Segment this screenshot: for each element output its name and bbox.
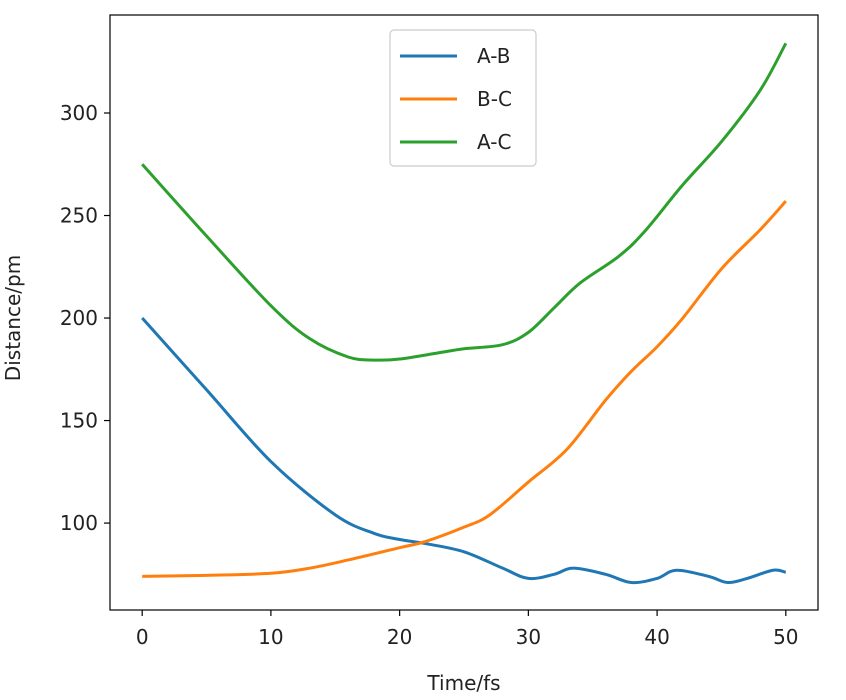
x-tick-label: 30 [516, 625, 541, 649]
x-tick-label: 10 [258, 625, 283, 649]
y-tick-label: 200 [60, 306, 98, 330]
legend-box [389, 29, 537, 167]
axes-frame [109, 14, 819, 611]
y-tick-label: 300 [60, 101, 98, 125]
legend: A-B B-C A-C [389, 29, 537, 167]
series-line-a-b [141, 317, 787, 585]
series-line-b-c [142, 200, 787, 578]
y-tick-label: 150 [60, 409, 98, 433]
y-tick-label: 250 [60, 204, 98, 228]
legend-label: A-C [477, 130, 511, 154]
y-tick-label: 100 [60, 511, 98, 535]
y-axis-label: Distance/pm [1, 255, 25, 381]
x-tick-label: 50 [773, 625, 798, 649]
series-line-a-c [141, 42, 788, 362]
x-tick-label: 40 [644, 625, 669, 649]
legend-label: A-B [477, 44, 510, 68]
legend-label: B-C [477, 87, 512, 111]
x-tick-label: 20 [387, 625, 412, 649]
x-tick-label: 0 [136, 625, 149, 649]
x-axis-label: Time/fs [426, 671, 500, 695]
